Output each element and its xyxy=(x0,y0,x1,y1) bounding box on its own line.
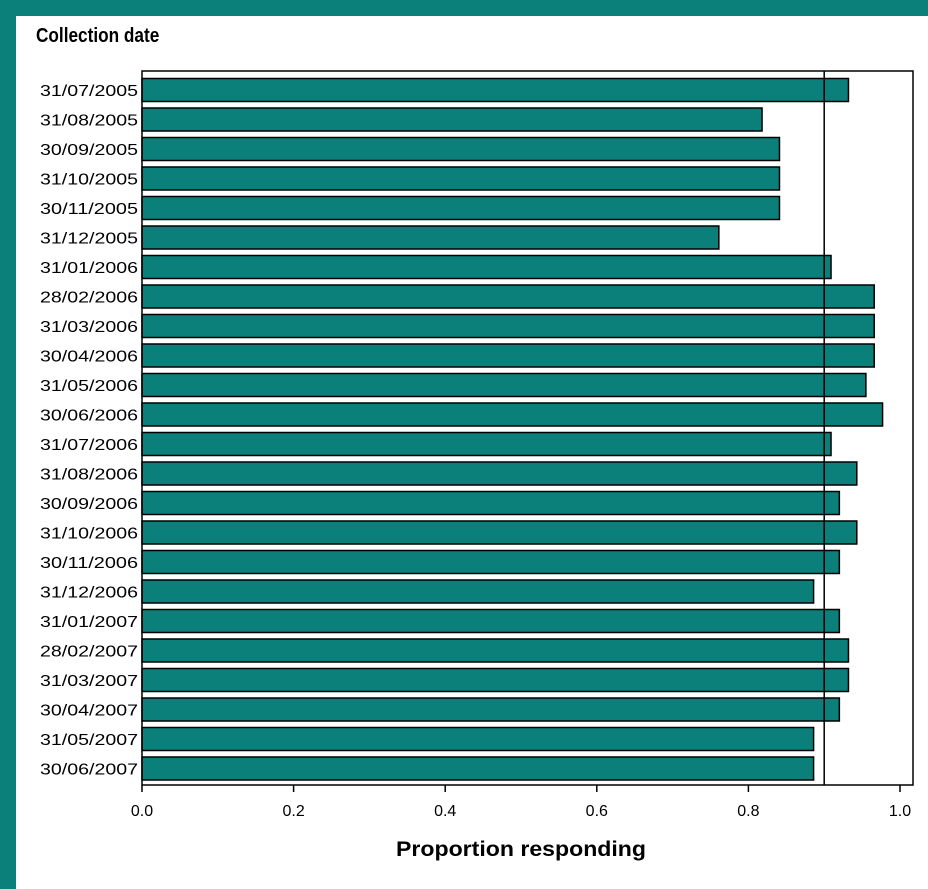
y-tick-label: 31/01/2006 xyxy=(40,260,138,277)
y-tick-label: 30/04/2007 xyxy=(40,703,138,720)
y-tick-label: 31/12/2005 xyxy=(40,231,138,248)
bar xyxy=(141,726,815,752)
y-tick-label: 31/10/2006 xyxy=(40,526,138,543)
bar xyxy=(141,254,832,280)
bar-chart: 31/07/2005 31/08/2005 30/09/2005 31/10/2005… xyxy=(40,70,914,861)
y-tick-label: 30/11/2005 xyxy=(40,201,138,218)
y-tick-label: 31/07/2006 xyxy=(40,437,138,454)
x-tick-label: 1.0 xyxy=(889,803,911,820)
y-tick-label: 31/12/2006 xyxy=(40,585,138,602)
bar xyxy=(141,313,875,339)
bar xyxy=(141,77,850,103)
bar xyxy=(141,461,858,486)
x-tick-label: 0.2 xyxy=(282,803,304,820)
bar xyxy=(141,638,850,663)
y-tick-label: 31/01/2007 xyxy=(40,614,138,631)
bar xyxy=(141,107,763,132)
bar xyxy=(141,372,867,398)
x-tick-label: 0.4 xyxy=(434,803,456,820)
bar xyxy=(141,608,841,634)
bar xyxy=(141,343,875,368)
y-tick-label: 30/09/2006 xyxy=(40,496,138,513)
y-tick-label: 30/06/2006 xyxy=(40,408,138,425)
y-tick-label: 30/04/2006 xyxy=(40,349,138,366)
bar xyxy=(141,284,875,309)
y-tick-label: 30/06/2007 xyxy=(40,762,138,779)
bars-layer xyxy=(141,77,884,781)
y-tick-label: 31/05/2006 xyxy=(40,378,138,395)
x-tick-label: 0.0 xyxy=(131,803,153,820)
y-tick-label: 30/11/2006 xyxy=(40,555,138,572)
y-tick-label: 28/02/2007 xyxy=(40,644,138,661)
bar xyxy=(141,136,781,162)
x-axis-label: Proportion responding xyxy=(396,838,646,861)
y-tick-label: 30/09/2005 xyxy=(40,142,138,159)
x-axis: 0.0 0.2 0.4 0.6 0.8 1.0 xyxy=(131,785,911,820)
bar xyxy=(141,431,832,457)
y-tick-label: 31/03/2006 xyxy=(40,319,138,336)
plot-frame xyxy=(141,70,914,786)
bar xyxy=(141,402,884,427)
y-tick-label: 31/07/2005 xyxy=(40,83,138,100)
y-tick-label: 31/08/2005 xyxy=(40,113,138,130)
y-tick-label: 31/08/2006 xyxy=(40,467,138,484)
bar xyxy=(141,756,815,781)
chart-title: Collection date xyxy=(36,25,160,47)
bar xyxy=(141,195,781,221)
y-axis-labels: 31/07/2005 31/08/2005 30/09/2005 31/10/2005… xyxy=(40,83,138,779)
bar xyxy=(141,520,858,545)
bar xyxy=(141,225,720,250)
y-tick-label: 31/10/2005 xyxy=(40,172,138,189)
bar xyxy=(141,549,841,575)
bar xyxy=(141,490,841,516)
x-tick-label: 0.8 xyxy=(737,803,759,820)
x-tick-label: 0.6 xyxy=(586,803,608,820)
bar xyxy=(141,579,815,604)
bar xyxy=(141,667,850,693)
y-tick-label: 31/03/2007 xyxy=(40,673,138,690)
bar xyxy=(141,166,781,191)
bar xyxy=(141,697,841,722)
y-tick-label: 28/02/2006 xyxy=(40,290,138,307)
chart-panel: Collection date 31/07/2005 31/08/2005 30/0… xyxy=(16,16,928,889)
y-tick-label: 31/05/2007 xyxy=(40,732,138,749)
